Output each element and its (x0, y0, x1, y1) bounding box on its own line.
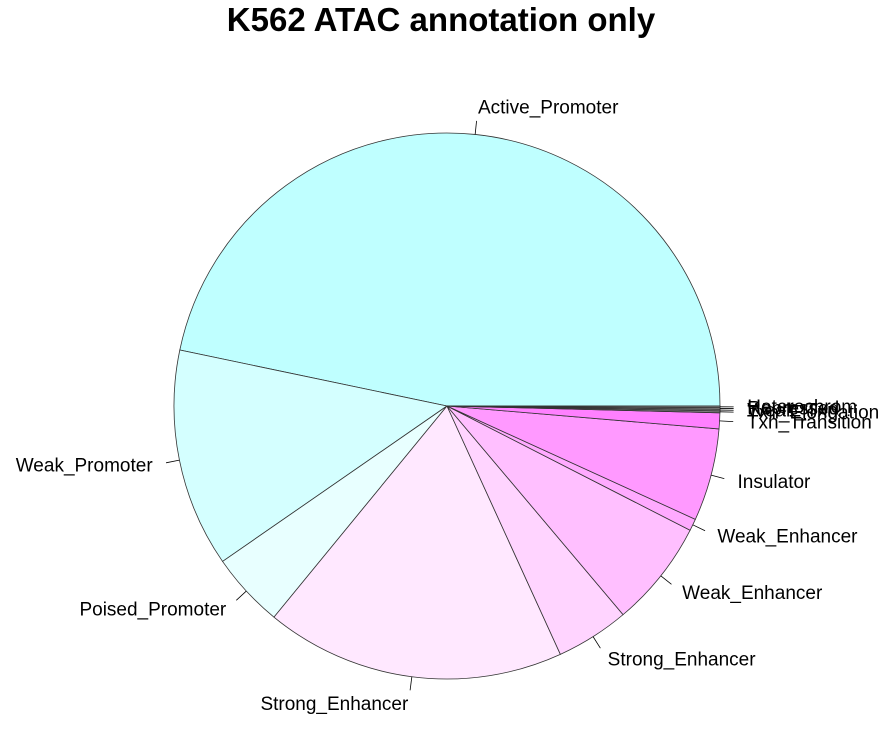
label-tick-3 (410, 677, 412, 691)
slice-label-3: Strong_Enhancer (260, 694, 409, 715)
slice-label-0: Active_Promoter (478, 97, 619, 118)
label-tick-4 (593, 637, 600, 649)
slice-label-4: Strong_Enhancer (608, 650, 757, 671)
chart-title: K562 ATAC annotation only (0, 0, 882, 40)
label-tick-7 (711, 475, 724, 478)
slice-label-12: Heterochrom (747, 397, 857, 418)
slice-label-5: Weak_Enhancer (682, 583, 823, 604)
label-tick-1 (166, 460, 179, 463)
pie-slice-0 (180, 133, 720, 406)
slice-label-6: Weak_Enhancer (717, 527, 858, 548)
slice-label-2: Poised_Promoter (79, 600, 226, 621)
label-tick-5 (661, 576, 672, 584)
label-tick-2 (236, 591, 246, 600)
label-tick-6 (693, 525, 705, 531)
label-tick-0 (475, 121, 476, 135)
slice-label-1: Weak_Promoter (16, 456, 154, 477)
slice-label-7: Insulator (738, 472, 812, 493)
label-tick-8 (720, 421, 734, 422)
